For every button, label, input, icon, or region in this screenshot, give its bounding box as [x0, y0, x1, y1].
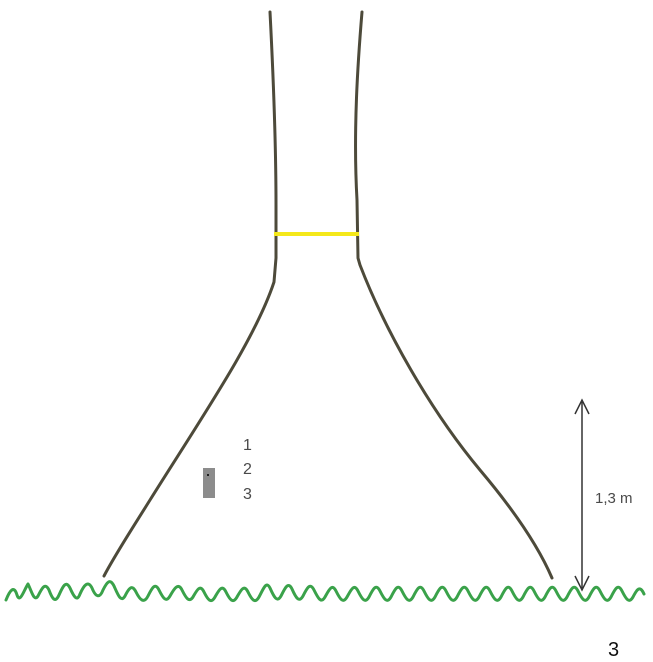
tag-hole-icon [207, 474, 209, 476]
gray-tag-icon [203, 468, 215, 498]
grass-line-icon [4, 580, 646, 603]
height-label: 1,3 m [595, 490, 633, 507]
level-label-3: 3 [243, 486, 252, 503]
double-headed-arrow-icon [574, 398, 590, 592]
level-label-1: 1 [243, 437, 252, 454]
trunk-left-edge [102, 10, 278, 578]
page-number: 3 [608, 639, 619, 661]
level-label-2: 2 [243, 461, 252, 478]
trunk-right-edge [354, 10, 554, 580]
